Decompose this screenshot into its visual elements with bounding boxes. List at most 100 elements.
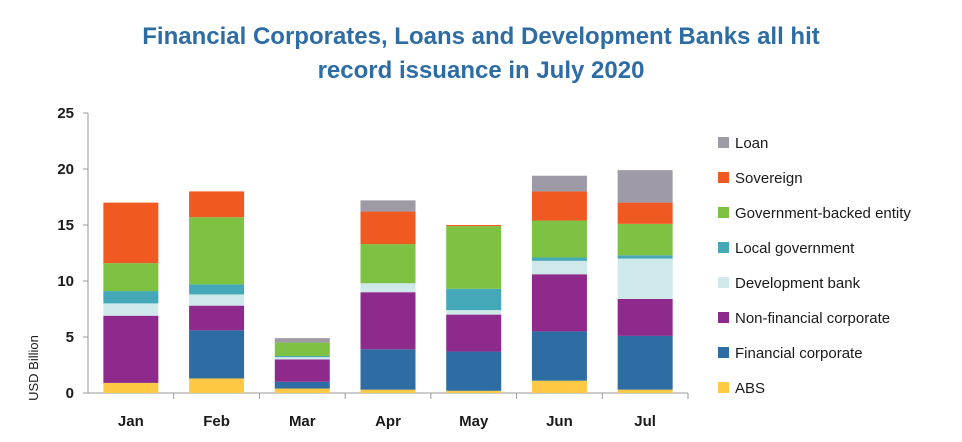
legend-swatch: [718, 312, 729, 323]
legend-label: Loan: [735, 135, 768, 152]
bar-segment: [360, 244, 416, 284]
legend-label: Financial corporate: [735, 345, 863, 362]
bar-stack-mar: [274, 338, 330, 393]
legend-item: Non-financial corporate: [718, 310, 890, 327]
y-axis-label: USD Billion: [26, 335, 41, 401]
bar-segment: [189, 378, 245, 393]
bar-segment: [360, 283, 416, 293]
bar-stack-feb: [189, 191, 245, 393]
bar-segment: [189, 294, 245, 306]
bar-segment: [360, 292, 416, 350]
bar-segment: [103, 315, 159, 383]
legend-swatch: [718, 242, 729, 253]
bar-segment: [274, 342, 330, 357]
bar-stack-jul: [617, 170, 673, 393]
legend-swatch: [718, 347, 729, 358]
bar-segment: [103, 382, 159, 393]
bar-segment: [446, 225, 502, 227]
bar-segment: [360, 349, 416, 390]
bar-segment: [189, 191, 245, 218]
bar-segment: [531, 380, 587, 393]
bar-stack-apr: [360, 200, 416, 393]
legend-label: ABS: [735, 380, 765, 397]
x-tick-label: Apr: [375, 413, 401, 430]
legend-label: Government-backed entity: [735, 205, 911, 222]
bar-segment: [531, 175, 587, 192]
bar-segment: [189, 217, 245, 285]
x-tick-label: Jun: [546, 413, 573, 430]
legend-label: Development bank: [735, 275, 861, 292]
legend-item: Development bank: [718, 275, 861, 292]
bar-segment: [274, 357, 330, 360]
x-tick-label: Mar: [289, 413, 316, 430]
bar-segment: [274, 359, 330, 382]
legend-item: Financial corporate: [718, 345, 863, 362]
bar-segment: [360, 389, 416, 393]
bar-segment: [617, 298, 673, 336]
bar-segment: [189, 305, 245, 331]
chart-title-line-1: Financial Corporates, Loans and Developm…: [142, 23, 819, 50]
bar-stack-may: [446, 225, 502, 393]
bar-segment: [189, 330, 245, 379]
bar-segment: [617, 223, 673, 256]
bar-segment: [617, 258, 673, 299]
chart-title: Financial Corporates, Loans and Developm…: [142, 23, 819, 84]
bar-segment: [274, 381, 330, 389]
bar-segment: [189, 284, 245, 295]
bar-segment: [617, 202, 673, 224]
bar-segment: [103, 202, 159, 264]
bar-segment: [103, 291, 159, 304]
legend-item: Local government: [718, 240, 855, 257]
bar-segment: [617, 389, 673, 393]
legend-swatch: [718, 137, 729, 148]
y-tick-label: 20: [57, 161, 74, 178]
bar-segment: [274, 338, 330, 343]
bar-segment: [617, 335, 673, 390]
y-tick-label: 0: [66, 385, 74, 402]
x-tick-label: Jul: [634, 413, 656, 430]
bar-segment: [274, 356, 330, 358]
bar-segment: [617, 170, 673, 203]
bar-segment: [531, 257, 587, 261]
bar-segment: [446, 310, 502, 315]
bar-segment: [103, 303, 159, 316]
legend-item: Sovereign: [718, 170, 803, 187]
bar-segment: [446, 226, 502, 289]
bar-segment: [531, 191, 587, 221]
legend-item: ABS: [718, 380, 765, 397]
legend-label: Local government: [735, 240, 855, 257]
bar-segment: [103, 263, 159, 292]
plot-area: 0 5 10 15 20 25 Jan Feb Mar Apr May Jun Jul: [57, 105, 689, 430]
x-tick-label: Feb: [203, 413, 230, 430]
legend: Loan Sovereign Government-backed entity Loc…: [718, 135, 911, 397]
legend-swatch: [718, 172, 729, 183]
legend-item: Loan: [718, 135, 768, 152]
legend-label: Non-financial corporate: [735, 310, 890, 327]
y-tick-label: 25: [57, 105, 74, 122]
legend-swatch: [718, 277, 729, 288]
bar-segment: [360, 200, 416, 212]
legend-swatch: [718, 382, 729, 393]
y-tick-label: 15: [57, 217, 74, 234]
bar-segment: [617, 255, 673, 259]
bar-segment: [531, 274, 587, 332]
y-tick-label: 10: [57, 273, 74, 290]
bar-segment: [446, 390, 502, 393]
bar-segment: [531, 220, 587, 258]
bar-stack-jan: [103, 202, 159, 393]
legend-swatch: [718, 207, 729, 218]
x-tick-label: May: [459, 413, 489, 430]
x-tick-label: Jan: [118, 413, 144, 430]
bar-segment: [360, 211, 416, 245]
y-tick-label: 5: [66, 329, 74, 346]
bar-segment: [446, 314, 502, 352]
bar-segment: [446, 288, 502, 311]
bar-segment: [531, 331, 587, 381]
legend-item: Government-backed entity: [718, 205, 911, 222]
legend-label: Sovereign: [735, 170, 803, 187]
bar-segment: [446, 351, 502, 391]
bar-segment: [531, 260, 587, 275]
chart-title-line-2: record issuance in July 2020: [318, 57, 645, 84]
